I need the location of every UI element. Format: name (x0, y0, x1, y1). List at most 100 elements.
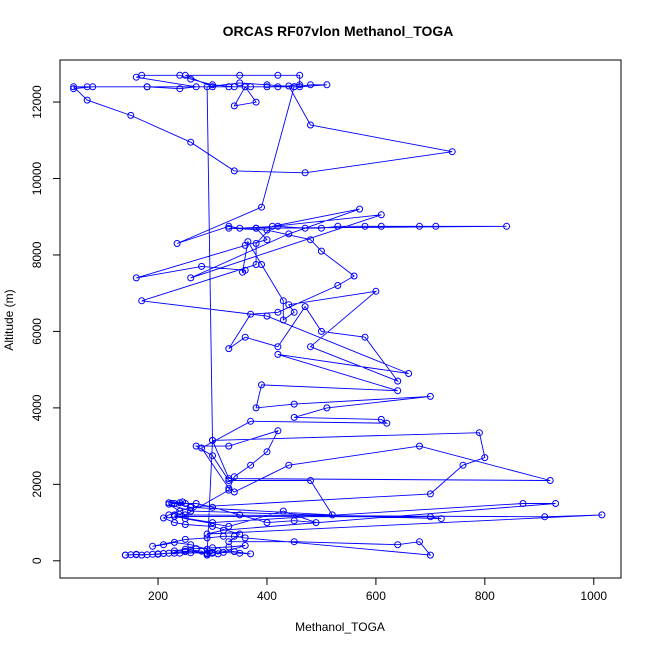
data-point (426, 392, 434, 400)
data-point (236, 71, 244, 79)
data-point (203, 530, 211, 538)
plot-frame (59, 59, 622, 579)
data-point (503, 222, 511, 230)
data-point (127, 111, 135, 119)
data-point (307, 121, 314, 129)
data-point (323, 404, 331, 412)
data-point (405, 370, 413, 377)
x-tick-label: 400 (257, 589, 277, 603)
data-point (263, 519, 271, 527)
data-point (225, 345, 233, 353)
data-point (181, 545, 189, 553)
data-point (247, 83, 255, 91)
data-point (317, 327, 325, 335)
data-point (70, 83, 78, 91)
data-point (203, 534, 211, 542)
data-point (241, 534, 249, 542)
data-point (301, 169, 309, 177)
data-point (209, 81, 216, 89)
data-point (225, 538, 233, 546)
data-point (165, 549, 173, 557)
data-point (426, 513, 434, 521)
x-axis: 200 400 600 800 1000 (148, 578, 607, 603)
data-point (252, 224, 260, 232)
data-point (181, 535, 189, 543)
data-point (290, 538, 298, 546)
data-point (154, 550, 162, 558)
data-point (225, 484, 233, 492)
data-point (328, 511, 336, 519)
data-point (274, 427, 282, 435)
data-point (209, 522, 216, 530)
data-point (241, 333, 249, 341)
x-axis-label: Methanol_TOGA (295, 620, 385, 634)
chart-title: ORCAS RF07vlon Methanol_TOGA (223, 23, 454, 39)
data-point (252, 240, 260, 247)
data-point (241, 266, 249, 274)
data-point (225, 522, 233, 530)
y-tick-label: 8000 (30, 241, 44, 268)
data-point (198, 444, 206, 452)
data-point (230, 167, 238, 175)
data-point (519, 500, 527, 507)
data-point (209, 519, 216, 527)
x-tick-label: 200 (148, 589, 168, 603)
y-tick-label: 10000 (30, 162, 44, 196)
data-point (149, 550, 157, 558)
data-point (160, 541, 167, 549)
data-point (263, 448, 271, 456)
data-point (192, 500, 200, 507)
data-point (290, 400, 298, 408)
data-point (258, 261, 265, 268)
data-point (173, 240, 181, 247)
data-point (187, 503, 195, 511)
data-point (187, 138, 195, 146)
data-point (168, 500, 176, 507)
data-point (285, 230, 293, 238)
data-point (317, 224, 325, 232)
data-point (394, 541, 402, 549)
data-point (290, 83, 298, 91)
data-point (252, 261, 260, 268)
data-point (301, 303, 309, 311)
data-point (89, 83, 97, 91)
data-point (356, 205, 364, 213)
data-point (225, 543, 233, 551)
data-point (252, 98, 260, 106)
data-point (192, 83, 200, 91)
data-point (546, 477, 554, 484)
data-point (258, 203, 265, 211)
data-point (225, 442, 233, 450)
data-point (307, 343, 314, 351)
data-point (70, 85, 78, 93)
data-point (225, 224, 233, 232)
data-point (143, 83, 151, 91)
data-point (334, 282, 342, 289)
data-point (236, 224, 244, 232)
data-point (437, 515, 445, 523)
data-point (426, 551, 434, 559)
data-point (263, 83, 271, 91)
data-point (165, 500, 173, 508)
data-point (247, 310, 255, 318)
y-tick-label: 12000 (30, 85, 44, 119)
data-point (416, 538, 423, 546)
data-point (279, 316, 287, 324)
data-point (432, 222, 440, 230)
data-point (481, 454, 489, 462)
data-point (176, 85, 184, 93)
data-point (361, 333, 369, 341)
data-point (274, 83, 282, 91)
data-point (394, 387, 402, 395)
data-point (209, 452, 216, 460)
data-point (236, 530, 244, 538)
data-point (241, 241, 249, 249)
data-point (394, 377, 402, 385)
data-point (187, 541, 195, 549)
data-point (181, 71, 189, 79)
data-point (230, 488, 238, 496)
data-point (225, 477, 233, 484)
data-point (132, 551, 140, 559)
data-point (138, 551, 146, 559)
